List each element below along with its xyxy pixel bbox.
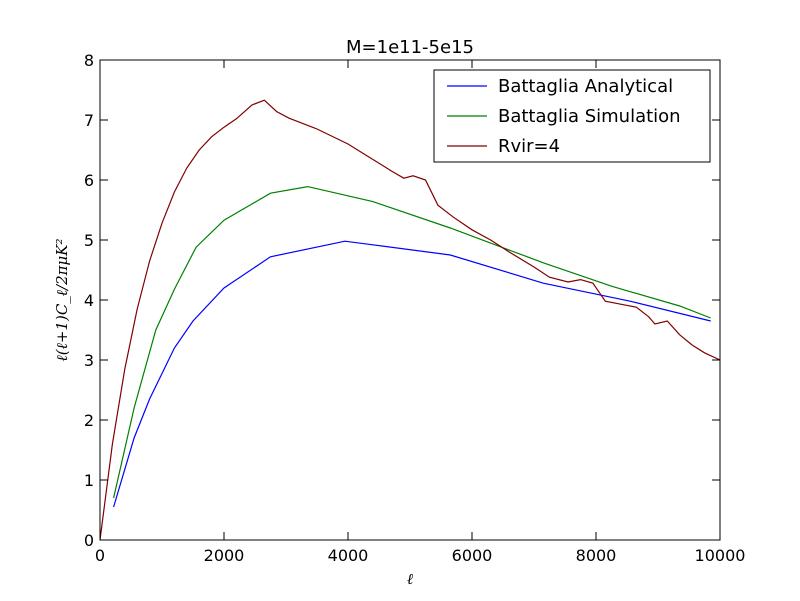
legend-label-2: Battaglia Simulation bbox=[498, 106, 681, 127]
y-tick-label: 8 bbox=[84, 51, 94, 70]
x-tick-label: 10000 bbox=[695, 546, 746, 565]
y-tick-label: 6 bbox=[84, 171, 94, 190]
y-tick-label: 4 bbox=[84, 291, 94, 310]
series-line-1 bbox=[113, 240, 711, 508]
y-tick-label: 2 bbox=[84, 411, 94, 430]
x-tick-label: 2000 bbox=[204, 546, 245, 565]
y-tick-label: 0 bbox=[84, 531, 94, 550]
x-tick-label: 0 bbox=[95, 546, 105, 565]
ticks-layer: 0 2000 4000 6000 8000 10000 0 1 2 3 4 5 6 7 8 bbox=[84, 51, 746, 565]
legend: Battaglia Analytical Battaglia Simulation… bbox=[433, 69, 711, 163]
chart-title: M=1e11-5e15 bbox=[346, 37, 474, 58]
x-tick-label: 4000 bbox=[328, 546, 369, 565]
y-tick-label: 7 bbox=[84, 111, 94, 130]
x-tick-label: 6000 bbox=[452, 546, 493, 565]
plot-frame bbox=[99, 59, 721, 541]
x-tick-label: 8000 bbox=[576, 546, 617, 565]
series-line-3 bbox=[99, 99, 721, 541]
y-tick-label: 1 bbox=[84, 471, 94, 490]
legend-label-3: Rvir=4 bbox=[498, 136, 560, 157]
series-layer bbox=[99, 99, 721, 541]
y-axis-label: ℓ(ℓ+1)C_ℓ/2πμK² bbox=[53, 239, 71, 362]
x-axis-label: ℓ bbox=[407, 570, 413, 588]
legend-label-1: Battaglia Analytical bbox=[498, 76, 673, 97]
series-line-2 bbox=[113, 185, 711, 499]
y-axis-label-text: ℓ(ℓ+1)C_ℓ/2πμK² bbox=[53, 239, 71, 362]
y-tick-label: 5 bbox=[84, 231, 94, 250]
y-tick-label: 3 bbox=[84, 351, 94, 370]
